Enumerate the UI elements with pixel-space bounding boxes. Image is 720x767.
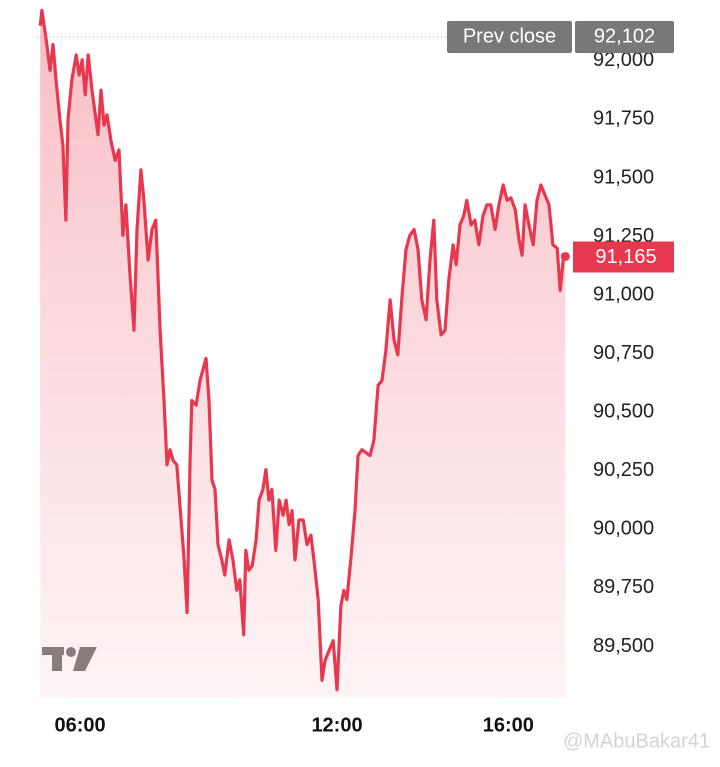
y-tick-label: 91,250 <box>593 225 654 247</box>
watermark: @MAbuBakar41 <box>563 730 710 752</box>
area-fill <box>40 10 566 698</box>
y-tick-label: 90,750 <box>593 342 654 364</box>
y-tick-label: 91,750 <box>593 108 654 130</box>
y-tick-label: 90,250 <box>593 459 654 481</box>
last-point <box>560 251 570 261</box>
reference-name: Prev close <box>463 25 556 47</box>
y-tick-label: 90,500 <box>593 401 654 423</box>
x-tick-label: 12:00 <box>311 714 362 736</box>
reference-name-box <box>447 21 572 54</box>
reference-value-box <box>575 21 674 54</box>
price-line <box>38 8 567 692</box>
y-tick-label: 92,000 <box>593 49 654 71</box>
y-tick-label: 91,000 <box>593 283 654 305</box>
x-tick-label: 06:00 <box>54 714 105 736</box>
y-tick-label: 90,000 <box>593 518 654 540</box>
last-value-label: 91,165 <box>595 246 656 268</box>
x-tick-label: 16:00 <box>483 714 534 736</box>
y-tick-label: 89,500 <box>593 635 654 657</box>
y-tick-label: 91,500 <box>593 166 654 188</box>
reference-value: 92,102 <box>594 25 655 47</box>
last-value-box <box>573 241 674 273</box>
y-tick-label: 89,750 <box>593 576 654 598</box>
